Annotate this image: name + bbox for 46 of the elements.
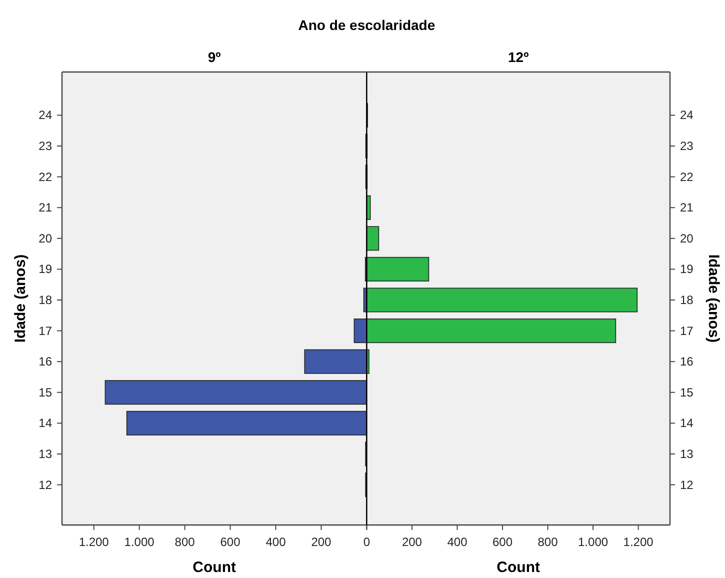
y-tick-label: 21 [680,200,694,215]
y-axis-title: Idade (anos) [12,254,29,343]
y-tick-label: 24 [38,108,52,122]
x-tick-label: 800 [174,535,196,549]
y-tick-label: 15 [38,385,52,400]
y-tick-label: 21 [38,200,52,215]
x-tick-label: 400 [266,535,286,549]
x-tick-label: 1.000 [578,535,608,549]
y-tick-label: 17 [38,324,52,338]
y-tick-label: 23 [680,139,694,154]
x-tick-label: 400 [447,535,468,549]
y-tick-label: 20 [680,231,694,246]
y-tick-label: 16 [38,354,52,369]
x-tick-label: 200 [402,535,422,549]
x-tick-label: 1.000 [124,535,155,549]
x-tick-label: 1.200 [78,535,110,549]
y-axis-title: Idade (anos) [705,254,722,343]
y-tick-label: 22 [680,170,694,184]
y-tick-label: 22 [38,170,52,184]
x-axis-title: Count [192,559,236,576]
y-tick-label: 12 [680,478,694,492]
x-axis-title: Count [496,559,540,576]
chart-subtitle: 9º [208,49,221,65]
x-tick-label: 0 [363,535,370,549]
y-tick-label: 24 [680,108,694,122]
y-tick-label: 15 [680,385,694,400]
x-tick-label: 1.200 [623,535,654,549]
chart-title: Ano de escolaridade [298,17,436,33]
y-tick-label: 19 [38,262,52,276]
y-tick-label: 23 [38,139,52,154]
y-tick-label: 16 [680,354,694,369]
chart-subtitle: 12º [508,49,529,65]
y-tick-label: 18 [680,293,694,307]
y-tick-label: 12 [38,478,52,492]
y-tick-label: 14 [38,416,52,430]
y-tick-label: 17 [680,324,694,338]
x-tick-label: 200 [311,535,332,549]
y-tick-label: 19 [680,262,694,276]
x-tick-label: 600 [492,535,513,549]
x-tick-label: 800 [538,535,558,549]
y-tick-label: 14 [680,416,694,430]
y-tick-label: 13 [38,446,52,461]
y-tick-label: 18 [38,293,52,307]
y-tick-label: 13 [680,446,694,461]
x-tick-label: 600 [220,535,241,549]
y-tick-label: 20 [38,231,52,246]
